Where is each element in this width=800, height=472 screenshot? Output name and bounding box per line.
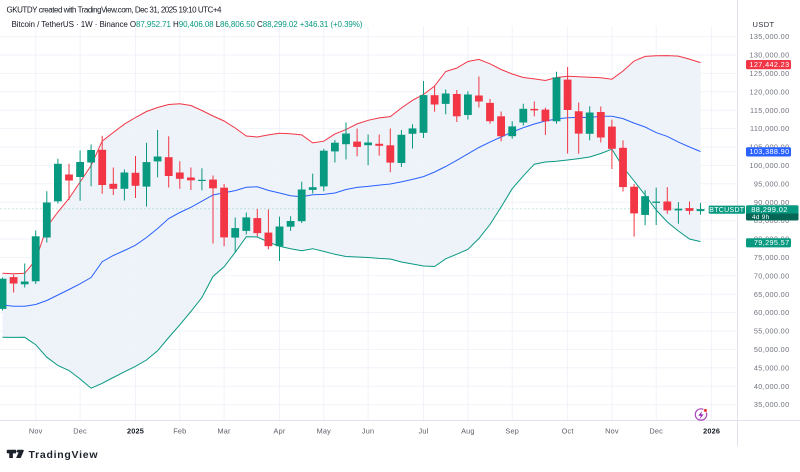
svg-text:Dec: Dec xyxy=(649,427,663,436)
svg-text:85,000.00: 85,000.00 xyxy=(754,216,790,225)
svg-text:USDT: USDT xyxy=(753,20,775,29)
svg-text:105,000.00: 105,000.00 xyxy=(749,143,789,152)
svg-text:120,000.00: 120,000.00 xyxy=(749,87,789,96)
svg-text:75,000.00: 75,000.00 xyxy=(754,253,790,262)
svg-text:Feb: Feb xyxy=(173,427,186,436)
svg-text:125,000.00: 125,000.00 xyxy=(749,69,789,78)
svg-text:May: May xyxy=(317,427,332,436)
svg-text:95,000.00: 95,000.00 xyxy=(754,179,790,188)
svg-text:127,442.23: 127,442.23 xyxy=(749,60,789,69)
svg-text:Aug: Aug xyxy=(461,427,475,436)
svg-text:88,299.02: 88,299.02 xyxy=(751,205,788,214)
svg-text:2026: 2026 xyxy=(703,427,720,436)
svg-text:45,000.00: 45,000.00 xyxy=(754,363,790,372)
svg-text:TradingView: TradingView xyxy=(29,449,99,461)
svg-text:103,388.90: 103,388.90 xyxy=(749,147,789,156)
svg-text:BTCUSDT: BTCUSDT xyxy=(709,207,745,214)
svg-text:130,000.00: 130,000.00 xyxy=(749,51,789,60)
svg-text:35,000.00: 35,000.00 xyxy=(754,400,790,409)
svg-text:40,000.00: 40,000.00 xyxy=(754,382,790,391)
svg-text:Nov: Nov xyxy=(605,427,619,436)
svg-text:GKUTDY created with TradingVie: GKUTDY created with TradingView.com, Dec… xyxy=(7,6,223,15)
svg-text:135,000.00: 135,000.00 xyxy=(749,32,789,41)
svg-text:90,000.00: 90,000.00 xyxy=(754,198,790,207)
svg-text:Apr: Apr xyxy=(274,427,286,436)
svg-text:55,000.00: 55,000.00 xyxy=(754,327,790,336)
svg-text:50,000.00: 50,000.00 xyxy=(754,345,790,354)
svg-text:Bitcoin / TetherUS · 1W · Bina: Bitcoin / TetherUS · 1W · Binance O87,95… xyxy=(12,20,363,29)
svg-text:Nov: Nov xyxy=(29,427,43,436)
svg-text:70,000.00: 70,000.00 xyxy=(754,271,790,280)
svg-text:4d 9h: 4d 9h xyxy=(752,214,770,221)
svg-text:110,000.00: 110,000.00 xyxy=(750,124,789,133)
svg-text:65,000.00: 65,000.00 xyxy=(754,290,790,299)
svg-text:Mar: Mar xyxy=(218,427,232,436)
svg-text:Jun: Jun xyxy=(362,427,374,436)
svg-text:Oct: Oct xyxy=(562,427,574,436)
svg-text:Dec: Dec xyxy=(73,427,87,436)
svg-text:100,000.00: 100,000.00 xyxy=(749,161,789,170)
svg-text:79,295.57: 79,295.57 xyxy=(754,238,790,247)
svg-text:115,000.00: 115,000.00 xyxy=(750,106,789,115)
svg-text:2025: 2025 xyxy=(127,427,144,436)
svg-text:60,000.00: 60,000.00 xyxy=(754,308,790,317)
svg-text:Sep: Sep xyxy=(505,427,519,436)
svg-text:Jul: Jul xyxy=(419,427,429,436)
